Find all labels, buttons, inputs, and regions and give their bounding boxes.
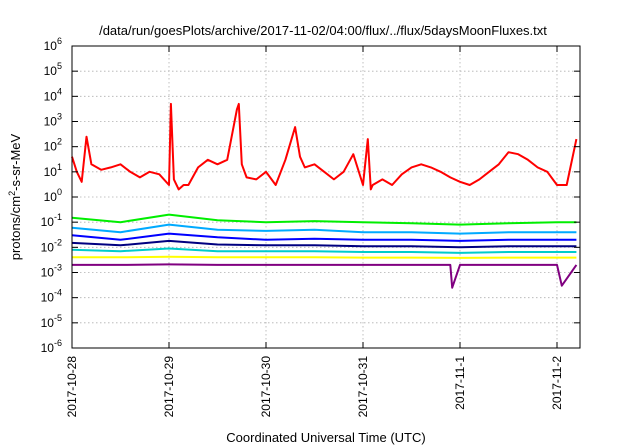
x-axis-label: Coordinated Universal Time (UTC) [226, 430, 425, 445]
y-tick-label: 100 [44, 187, 62, 204]
y-tick-label: 104 [44, 86, 62, 103]
y-axis-label-base: protons/cm [8, 196, 23, 260]
data-series [71, 102, 578, 289]
y-tick-label: 10-5 [41, 313, 62, 330]
y-tick-label: 102 [44, 137, 62, 154]
y-axis-label-sup: 2 [7, 191, 17, 196]
y-tick-label: 10-3 [41, 263, 62, 280]
x-tick-label: 2017-11-1 [453, 356, 467, 410]
series-line-0 [71, 102, 578, 191]
x-tick-label: 2017-10-28 [65, 356, 79, 418]
series-line-5 [71, 247, 577, 254]
series-line-4 [71, 239, 577, 249]
chart-title: /data/run/goesPlots/archive/2017-11-02/0… [99, 23, 547, 38]
y-axis: 106 105 104 103 102 101 100 10-1 10-2 10-3 10-4 10-… [41, 36, 580, 355]
y-tick-label: 10-4 [41, 288, 62, 305]
y-tick-label: 10-2 [41, 237, 62, 254]
y-axis-label-rest: -s-sr-MeV [8, 133, 23, 190]
y-axis-label: protons/cm2-s-sr-MeV [7, 133, 23, 260]
x-tick-label: 2017-10-30 [259, 356, 273, 418]
series-line-7 [72, 263, 578, 289]
y-tick-label: 106 [44, 36, 62, 53]
series-line-6 [72, 255, 577, 259]
x-tick-label: 2017-10-29 [162, 356, 176, 418]
y-tick-label: 101 [44, 162, 62, 179]
y-tick-label: 105 [44, 61, 62, 78]
x-axis: 2017-10-28 2017-10-29 2017-10-30 2017-10-31… [65, 46, 564, 417]
y-tick-label: 103 [44, 112, 62, 129]
y-tick-label: 10-6 [41, 338, 62, 355]
grid [72, 46, 580, 348]
y-tick-label: 10-1 [41, 212, 62, 229]
x-tick-label: 2017-10-31 [356, 356, 370, 418]
x-tick-label: 2017-11-2 [550, 356, 564, 410]
series-line-2 [71, 223, 577, 235]
series-line-3 [71, 232, 577, 242]
series-line-1 [71, 213, 577, 226]
